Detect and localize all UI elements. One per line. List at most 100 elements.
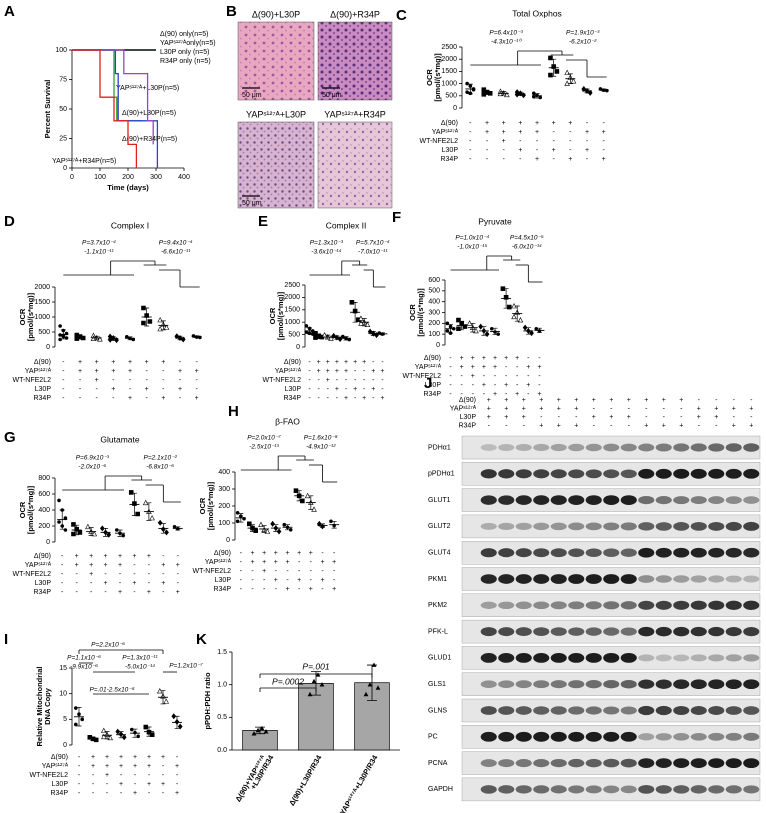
condition-sign: - — [333, 577, 336, 584]
condition-sign: + — [502, 138, 506, 145]
blot-band — [655, 785, 672, 794]
condition-sign: + — [592, 397, 596, 404]
condition-sign: - — [162, 377, 165, 384]
panel-letter: H — [228, 403, 239, 420]
blot-band — [515, 759, 532, 768]
blot-band — [638, 522, 655, 531]
blot-band — [708, 575, 725, 583]
error-bar — [117, 529, 123, 537]
condition-sign: + — [732, 405, 736, 412]
data-point — [311, 678, 317, 684]
error-bar — [525, 327, 531, 335]
condition-sign: - — [176, 781, 179, 788]
condition-sign: - — [381, 386, 384, 393]
blot-band — [585, 706, 602, 715]
p-value: P=1.0x10⁻⁴ — [455, 235, 489, 242]
y-axis-label: OCR — [408, 304, 417, 321]
condition-sign: - — [61, 589, 64, 596]
condition-sign: + — [353, 386, 357, 393]
y-tick-label: 2000 — [441, 56, 457, 63]
panel-letter: G — [4, 429, 16, 446]
data-point — [532, 91, 536, 96]
condition-sign: + — [592, 414, 596, 421]
data-point — [349, 300, 355, 305]
blot-band — [515, 785, 532, 794]
error-bar — [103, 528, 109, 537]
condition-sign: + — [471, 355, 475, 362]
blot-band — [498, 759, 515, 768]
y-tick-label: 50 — [59, 106, 67, 113]
row-label: R34P — [440, 156, 458, 163]
data-point — [288, 528, 293, 532]
condition-sign: + — [609, 414, 613, 421]
condition-sign: + — [176, 589, 180, 596]
p-value: P=.01-2.5x10⁻⁸ — [89, 687, 134, 694]
data-point — [143, 724, 149, 730]
condition-sign: - — [327, 395, 330, 402]
blot-band — [620, 785, 637, 794]
panel-letter: K — [196, 631, 207, 648]
condition-sign: + — [557, 422, 561, 429]
blot-band — [673, 600, 690, 610]
condition-sign: - — [317, 377, 320, 384]
p-value: P=5.7x10⁻⁴ — [356, 240, 390, 247]
blot-band — [655, 600, 672, 610]
error-bar — [88, 527, 94, 536]
blot-band — [515, 627, 532, 637]
data-point — [164, 529, 169, 536]
blot-band — [585, 601, 602, 610]
data-point — [300, 498, 305, 504]
condition-sign: - — [106, 781, 109, 788]
error-bar — [110, 336, 116, 341]
y-axis-label: [pmol/(s*mg)] — [416, 288, 425, 337]
condition-sign: + — [662, 422, 666, 429]
data-point — [125, 335, 129, 339]
condition-sign: - — [602, 138, 605, 145]
data-point — [255, 727, 261, 733]
condition-sign: + — [487, 414, 491, 421]
blot-band — [673, 705, 690, 716]
condition-sign: - — [354, 368, 357, 375]
data-point — [106, 531, 112, 538]
histology-image — [317, 21, 393, 101]
data-point — [538, 95, 542, 100]
condition-sign: + — [485, 129, 489, 136]
condition-sign: + — [679, 397, 683, 404]
condition-sign: - — [251, 586, 254, 593]
blot-band — [533, 522, 550, 531]
data-point — [121, 734, 127, 741]
condition-sign: + — [175, 763, 179, 770]
condition-sign: - — [469, 138, 472, 145]
blot-band — [498, 495, 515, 505]
protein-label: pPDHα1 — [428, 471, 455, 478]
blot-band — [655, 468, 672, 479]
blot-band — [585, 680, 602, 689]
blot-band — [725, 521, 742, 531]
blot-strip — [461, 435, 761, 460]
blot-band — [638, 575, 655, 583]
data-point — [115, 728, 121, 735]
y-tick-label: 1500 — [284, 307, 300, 314]
blot-band — [603, 706, 620, 715]
blot-band — [725, 679, 742, 690]
condition-sign: + — [147, 553, 151, 560]
blot-band — [515, 731, 532, 742]
condition-sign: - — [505, 373, 508, 380]
blot-band — [673, 654, 690, 662]
blot-band — [620, 706, 637, 715]
condition-sign: + — [147, 589, 151, 596]
blot-band — [498, 706, 515, 715]
condition-sign: + — [585, 147, 589, 154]
condition-sign: - — [540, 414, 543, 421]
blot-band — [690, 758, 707, 768]
condition-sign: - — [177, 571, 180, 578]
blot-band — [708, 496, 725, 505]
blot-band — [743, 785, 760, 794]
data-point — [157, 325, 163, 332]
blot-band — [638, 547, 655, 558]
data-point — [259, 725, 265, 731]
error-bar — [567, 73, 573, 84]
condition-sign: - — [586, 156, 589, 163]
p-value: P=6.9x10⁻³ — [76, 455, 110, 462]
error-bar — [534, 93, 540, 99]
